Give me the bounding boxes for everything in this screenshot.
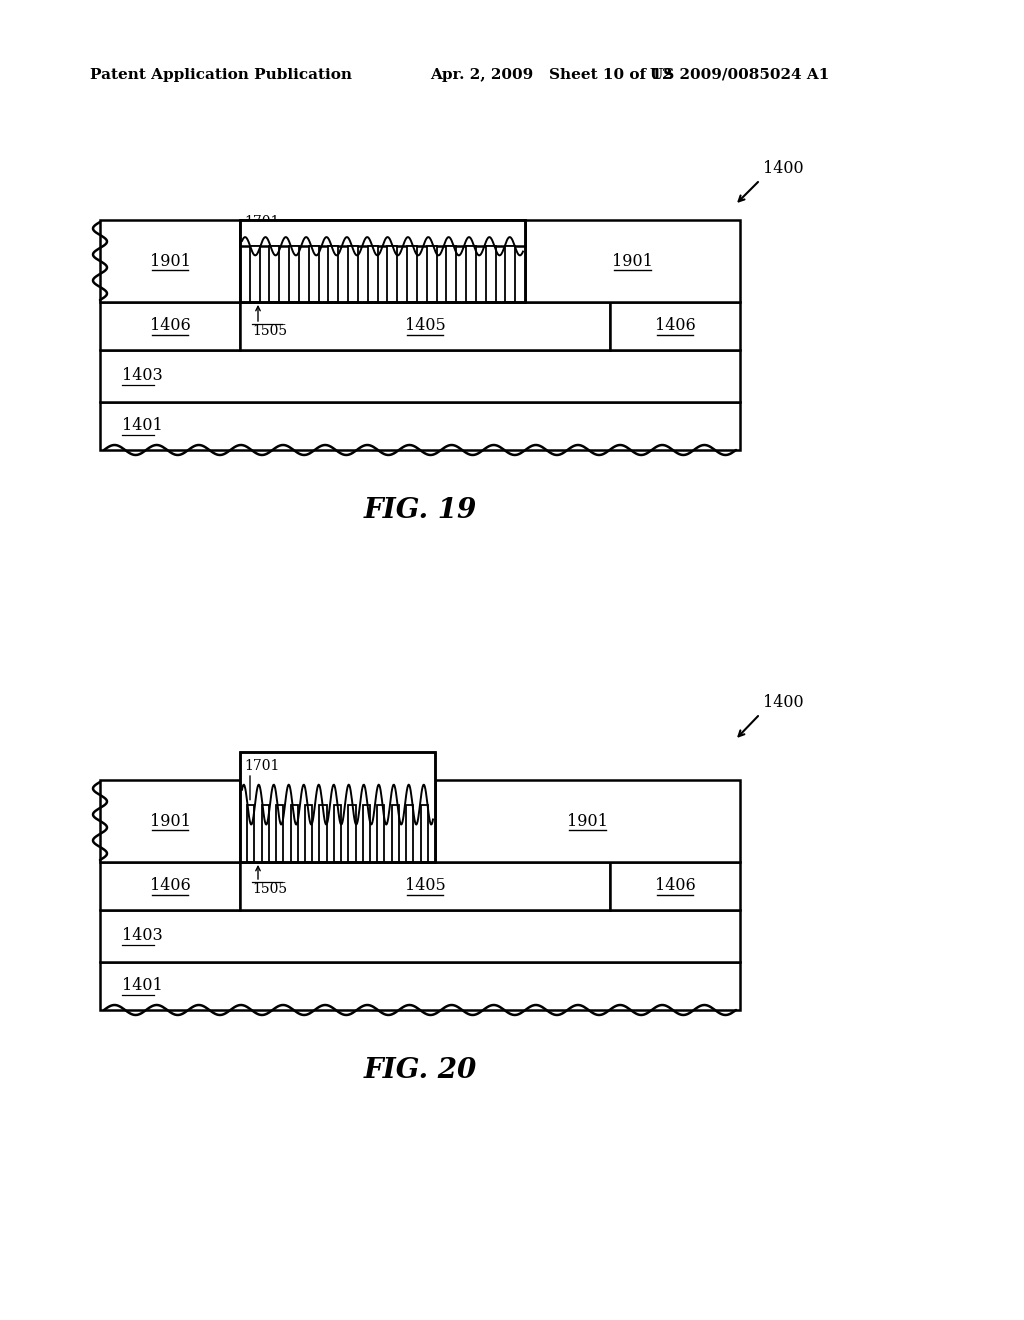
Bar (377, 805, 384, 862)
Text: 1406: 1406 (150, 878, 190, 895)
Bar (408, 247, 417, 302)
Bar (348, 247, 358, 302)
Text: Apr. 2, 2009   Sheet 10 of 12: Apr. 2, 2009 Sheet 10 of 12 (430, 69, 673, 82)
Text: 1405: 1405 (404, 878, 445, 895)
Bar (100, 862, 240, 909)
Bar (100, 350, 740, 403)
Bar (240, 862, 610, 909)
Text: 1901: 1901 (150, 252, 190, 269)
Text: 1405: 1405 (404, 318, 445, 334)
Bar (269, 247, 280, 302)
Text: 1703: 1703 (385, 223, 420, 238)
Text: 1400: 1400 (763, 160, 804, 177)
Text: 1701: 1701 (244, 215, 280, 230)
Bar (427, 247, 436, 302)
Bar (309, 247, 318, 302)
Bar (250, 247, 260, 302)
Bar (262, 805, 269, 862)
Bar (240, 302, 610, 350)
Bar (319, 805, 327, 862)
Text: 1406: 1406 (654, 318, 695, 334)
Bar (391, 805, 399, 862)
Bar (100, 780, 240, 862)
Bar (240, 220, 525, 302)
Bar (100, 403, 740, 450)
Bar (525, 220, 740, 302)
Bar (240, 752, 435, 862)
Text: 1505: 1505 (252, 882, 287, 896)
Bar (305, 805, 312, 862)
Text: 1406: 1406 (150, 318, 190, 334)
Bar (368, 247, 378, 302)
Bar (100, 962, 740, 1010)
Bar (435, 780, 740, 862)
Bar (240, 220, 525, 247)
Text: 1403: 1403 (122, 928, 163, 945)
Bar (240, 220, 525, 302)
Bar (466, 247, 476, 302)
Text: 1406: 1406 (654, 878, 695, 895)
Bar (276, 805, 284, 862)
Text: 1401: 1401 (122, 417, 163, 434)
Bar (348, 805, 355, 862)
Bar (240, 752, 435, 862)
Bar (329, 247, 338, 302)
Bar (291, 805, 298, 862)
Text: US 2009/0085024 A1: US 2009/0085024 A1 (650, 69, 829, 82)
Text: 1505: 1505 (252, 323, 287, 338)
Text: 1901: 1901 (150, 813, 190, 829)
Bar (421, 805, 428, 862)
Bar (100, 220, 240, 302)
Bar (289, 247, 299, 302)
Bar (485, 247, 496, 302)
Bar (407, 805, 414, 862)
Text: 1901: 1901 (612, 252, 653, 269)
Bar (100, 302, 240, 350)
Text: 1401: 1401 (122, 978, 163, 994)
Text: 1701: 1701 (244, 759, 280, 774)
Bar (362, 805, 370, 862)
Text: FIG. 20: FIG. 20 (364, 1056, 476, 1084)
Bar (247, 805, 254, 862)
Text: Patent Application Publication: Patent Application Publication (90, 69, 352, 82)
Bar (610, 862, 740, 909)
Text: 1403: 1403 (122, 367, 163, 384)
Text: FIG. 19: FIG. 19 (364, 496, 476, 524)
Text: 1400: 1400 (763, 694, 804, 711)
Bar (506, 247, 515, 302)
Bar (610, 302, 740, 350)
Bar (100, 909, 740, 962)
Bar (387, 247, 397, 302)
Bar (446, 247, 457, 302)
Text: 1901: 1901 (567, 813, 608, 829)
Bar (334, 805, 341, 862)
